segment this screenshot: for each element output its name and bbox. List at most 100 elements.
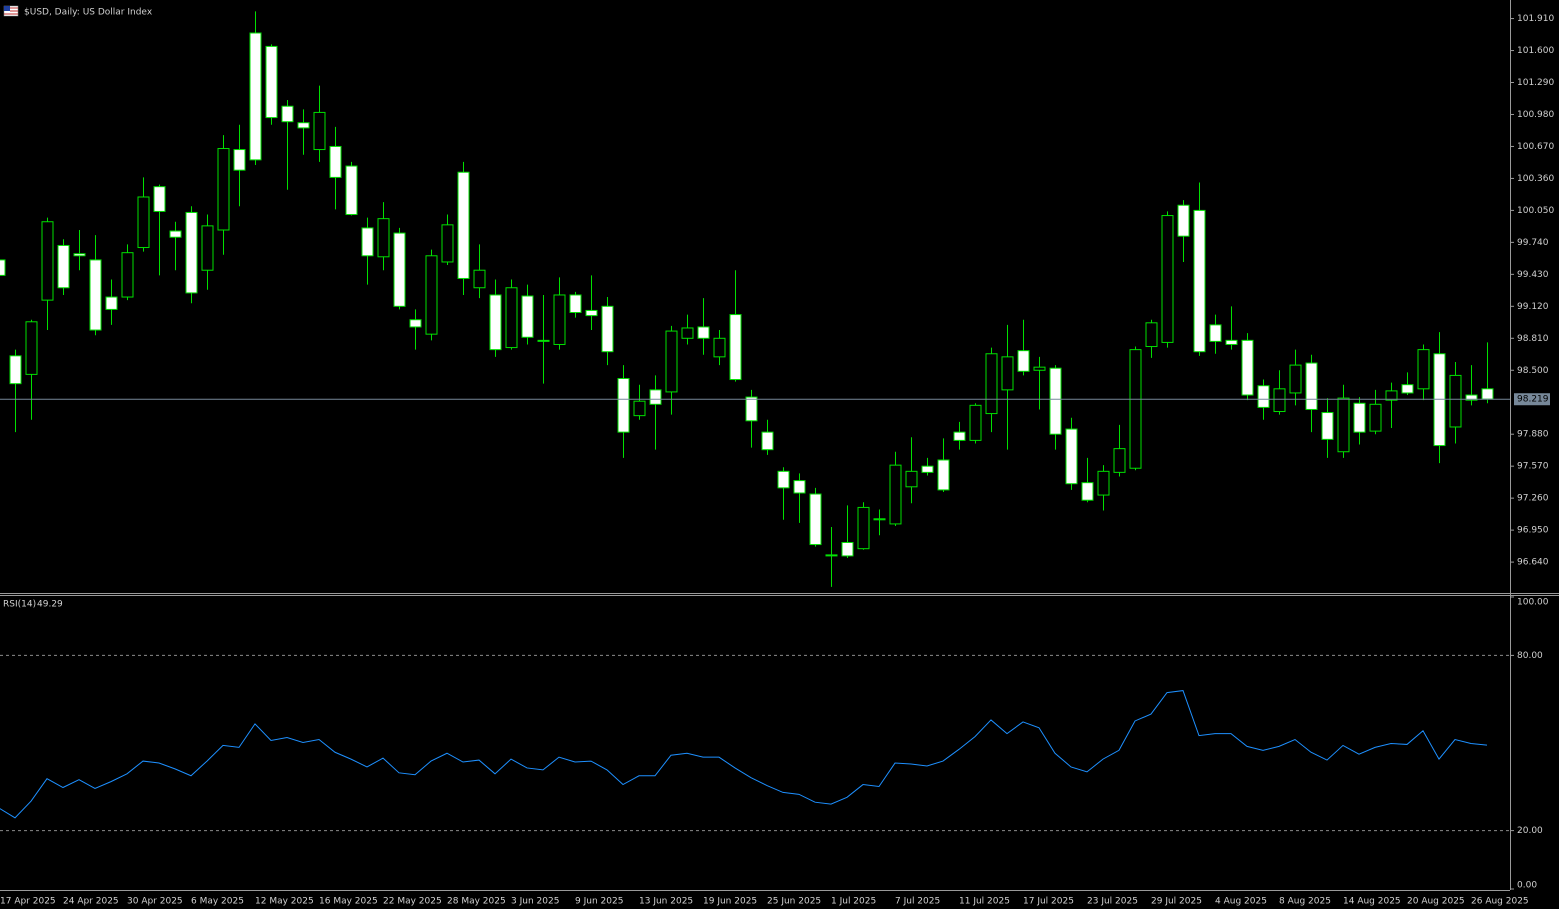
candle-body xyxy=(985,353,998,415)
candle-body xyxy=(1033,366,1046,371)
x-tick-label: 17 Jul 2025 xyxy=(1023,897,1074,907)
candle-body xyxy=(153,186,166,212)
candle-body xyxy=(169,230,182,238)
candle-body xyxy=(1081,482,1094,501)
candle-body xyxy=(1209,324,1222,342)
candle-body xyxy=(313,111,326,151)
candle-body xyxy=(201,225,214,271)
x-tick-label: 17 Apr 2025 xyxy=(0,897,56,907)
y-tick-label: 101.910 xyxy=(1517,14,1554,24)
candle-body xyxy=(441,224,454,263)
candle-body xyxy=(297,122,310,129)
candle-body xyxy=(793,480,806,494)
x-tick-label: 4 Aug 2025 xyxy=(1215,897,1267,907)
indicator-value: 49.29 xyxy=(37,600,63,610)
x-tick-label: 25 Jun 2025 xyxy=(767,897,821,907)
candle-body xyxy=(1065,428,1078,485)
candle-body xyxy=(969,404,982,441)
candle-body xyxy=(217,148,230,231)
candle-body xyxy=(281,105,294,123)
y-tick-label: 96.950 xyxy=(1517,526,1549,536)
y-tick-label: 98.810 xyxy=(1517,334,1549,344)
candle-body xyxy=(1305,362,1318,410)
x-tick-label: 22 May 2025 xyxy=(383,897,442,907)
candle-body xyxy=(585,309,598,317)
candle-body xyxy=(937,459,950,491)
candle-body xyxy=(0,259,6,276)
x-tick-label: 20 Aug 2025 xyxy=(1407,897,1465,907)
candle-body xyxy=(345,165,358,216)
current-price-label: 98.219 xyxy=(1517,395,1549,405)
candle-body xyxy=(521,295,534,338)
candle-body xyxy=(905,470,918,488)
candle-body xyxy=(473,269,486,289)
candle-body xyxy=(105,296,118,310)
candle-body xyxy=(409,319,422,328)
x-tick-label: 7 Jul 2025 xyxy=(895,897,940,907)
candle-body xyxy=(553,294,566,345)
x-tick-label: 29 Jul 2025 xyxy=(1151,897,1202,907)
candle-body xyxy=(1353,402,1366,433)
candle-body xyxy=(745,396,758,422)
candle-body xyxy=(569,294,582,314)
x-tick-label: 23 Jul 2025 xyxy=(1087,897,1138,907)
candle-body xyxy=(425,255,438,335)
x-tick-label: 26 Aug 2025 xyxy=(1471,897,1529,907)
candle-body xyxy=(649,389,662,405)
x-tick-label: 13 Jun 2025 xyxy=(639,897,693,907)
candle-body xyxy=(537,339,550,342)
y-tick-label: 20.00 xyxy=(1517,826,1543,836)
candle-body xyxy=(601,305,614,353)
indicator-line xyxy=(0,690,1488,819)
candle-body xyxy=(1097,470,1110,496)
candle-body xyxy=(233,149,246,171)
candle-body xyxy=(761,431,774,451)
candle-body xyxy=(617,378,630,433)
candle-body xyxy=(25,321,38,375)
x-tick-label: 1 Jul 2025 xyxy=(831,897,876,907)
candle-body xyxy=(1369,403,1382,432)
x-tick-label: 19 Jun 2025 xyxy=(703,897,757,907)
candle-body xyxy=(1401,384,1414,394)
y-tick-label: 96.640 xyxy=(1517,558,1549,568)
candle-body xyxy=(889,464,902,525)
candle-body xyxy=(921,465,934,473)
candle-body xyxy=(137,196,150,249)
candle-body xyxy=(489,294,502,351)
x-tick-label: 12 May 2025 xyxy=(255,897,314,907)
candle-body xyxy=(57,244,70,289)
flag-icon xyxy=(3,5,19,17)
candle-body xyxy=(1113,448,1126,473)
y-tick-label: 97.260 xyxy=(1517,494,1549,504)
candle-body xyxy=(681,327,694,339)
candle-body xyxy=(121,252,134,298)
candle-body xyxy=(1337,397,1350,453)
y-tick-label: 99.740 xyxy=(1517,238,1549,248)
candle-body xyxy=(729,314,742,381)
x-tick-label: 30 Apr 2025 xyxy=(127,897,183,907)
candle-body xyxy=(713,337,726,358)
candle-body xyxy=(361,227,374,257)
candle-body xyxy=(665,330,678,393)
x-tick-label: 24 Apr 2025 xyxy=(63,897,119,907)
candle-body xyxy=(777,470,790,489)
y-tick-label: 98.500 xyxy=(1517,366,1549,376)
chart-title: $USD, Daily: US Dollar Index xyxy=(24,8,153,18)
x-tick-label: 16 May 2025 xyxy=(319,897,378,907)
x-tick-label: 8 Aug 2025 xyxy=(1279,897,1331,907)
current-price-box xyxy=(1514,393,1550,406)
candle-body xyxy=(1017,350,1030,372)
y-tick-label: 101.290 xyxy=(1517,78,1554,88)
candle-body xyxy=(1321,412,1334,440)
x-tick-label: 3 Jun 2025 xyxy=(511,897,559,907)
candle-body xyxy=(809,493,822,546)
candle-body xyxy=(697,326,710,339)
candle-body xyxy=(873,518,886,521)
y-tick-label: 80.00 xyxy=(1517,651,1543,661)
y-tick-label: 97.880 xyxy=(1517,430,1549,440)
x-tick-label: 9 Jun 2025 xyxy=(575,897,623,907)
candle-body xyxy=(1001,356,1014,391)
candle-body xyxy=(505,287,518,349)
